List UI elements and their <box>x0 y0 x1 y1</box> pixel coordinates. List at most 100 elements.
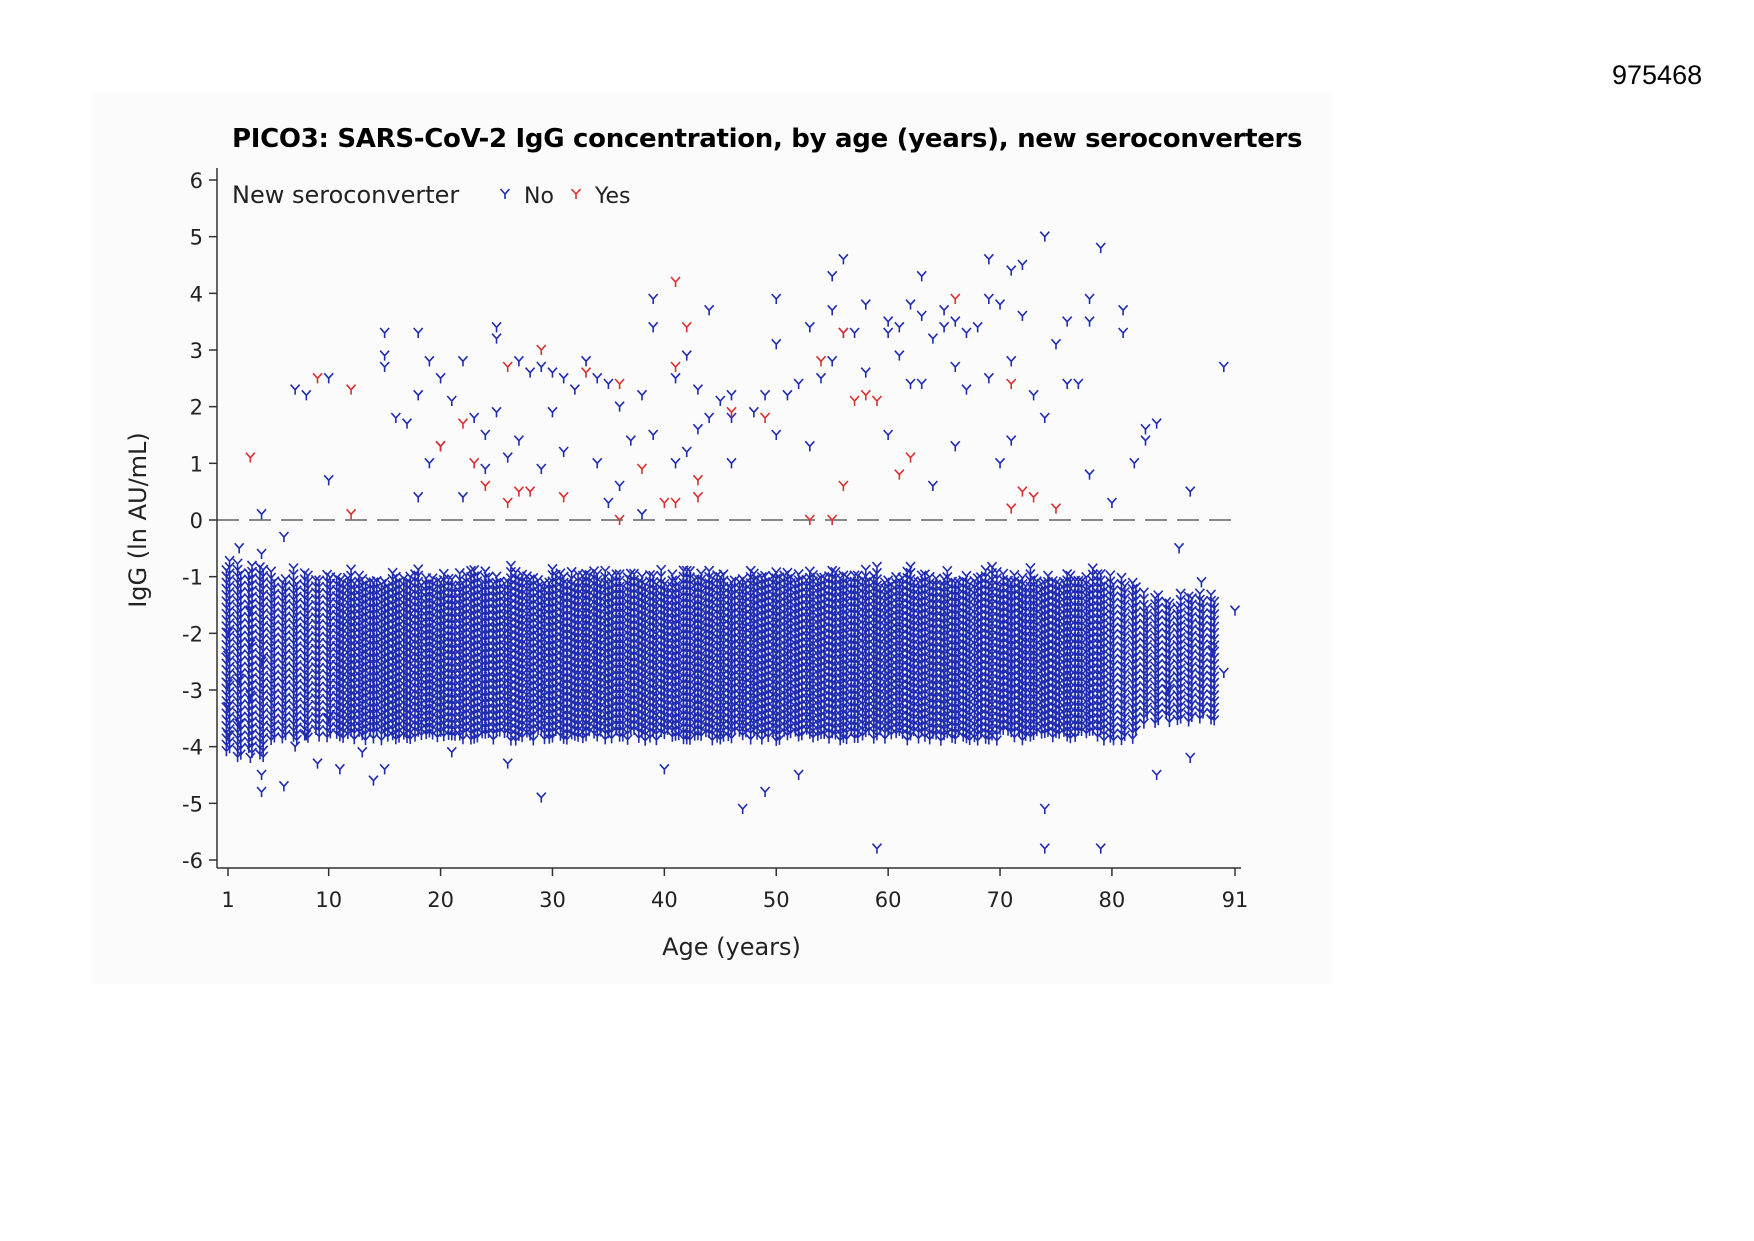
data-point-no <box>224 717 235 729</box>
data-point-no <box>349 733 360 745</box>
data-point-no <box>269 632 280 643</box>
data-point-no <box>269 638 280 650</box>
data-point-no <box>258 564 269 576</box>
data-point-no <box>360 734 371 746</box>
data-point-no <box>291 659 302 671</box>
data-point-no <box>280 636 291 647</box>
data-point-no <box>393 700 405 712</box>
data-point-no <box>302 582 314 594</box>
data-point-no <box>371 575 382 587</box>
data-point-no <box>393 613 405 625</box>
page-number: 975468 <box>1612 60 1703 90</box>
data-point-no <box>291 709 302 721</box>
data-point-no <box>235 636 246 648</box>
data-point-no <box>235 718 246 729</box>
data-point-no <box>258 583 269 594</box>
data-point-no <box>258 626 269 638</box>
data-point-no <box>246 560 258 571</box>
data-point-no <box>269 582 280 593</box>
data-point-no <box>246 734 258 746</box>
data-point-no <box>371 625 382 637</box>
data-point-no <box>314 718 325 730</box>
data-point-no <box>376 734 387 746</box>
data-point-no <box>235 580 246 592</box>
data-point-no <box>371 700 382 711</box>
data-point-no <box>345 564 357 575</box>
data-point-no <box>280 692 291 703</box>
data-point-no <box>258 639 269 650</box>
data-point-no <box>371 613 382 624</box>
data-point-no <box>393 594 405 606</box>
data-point-no <box>269 576 280 587</box>
data-point-no <box>280 729 291 741</box>
data-point-no <box>258 570 269 582</box>
data-point-no <box>258 576 269 588</box>
data-point-no <box>258 595 269 607</box>
data-point-no <box>235 568 246 579</box>
data-point-no <box>280 648 291 660</box>
data-point-no <box>280 661 291 672</box>
data-point-no <box>371 687 382 699</box>
data-point-no <box>291 672 302 683</box>
data-point-no <box>302 676 314 687</box>
data-point-no <box>302 595 314 606</box>
data-point-no <box>393 644 405 656</box>
data-point-no <box>224 586 235 598</box>
data-point-no <box>258 664 269 675</box>
data-point-no <box>224 611 235 623</box>
data-point-no <box>393 576 405 587</box>
data-point-no <box>280 679 291 691</box>
data-point-no <box>302 701 314 712</box>
data-point-no <box>258 726 269 738</box>
data-point-no <box>371 681 382 693</box>
data-point-no <box>314 593 325 605</box>
data-point-no <box>314 712 325 723</box>
data-point-no <box>280 629 291 641</box>
data-point-no <box>393 657 405 668</box>
data-point-no <box>246 591 258 603</box>
data-point-no <box>371 588 382 599</box>
data-point-no <box>269 588 280 600</box>
data-point-no <box>224 580 235 592</box>
data-point-no <box>302 638 314 650</box>
data-point-no <box>246 628 258 640</box>
data-point-no <box>269 713 280 724</box>
data-point-no <box>258 608 269 619</box>
data-point-no <box>224 636 235 648</box>
data-point-no <box>246 722 258 733</box>
data-point-no <box>291 716 302 727</box>
data-point-no <box>269 601 280 612</box>
data-point-no <box>269 725 280 737</box>
chart-title: PICO3: SARS-CoV-2 IgG concentration, by … <box>232 124 1303 154</box>
data-point-no <box>314 650 325 661</box>
data-point-no <box>258 732 269 744</box>
data-point-no <box>258 614 269 625</box>
data-point-no <box>269 650 280 662</box>
data-point-no <box>235 630 246 642</box>
data-point-no <box>371 719 382 730</box>
data-point-no <box>224 692 235 704</box>
data-point-no <box>246 716 258 727</box>
data-point-no <box>280 667 291 678</box>
data-point-no <box>280 598 291 610</box>
data-point-no <box>371 650 382 662</box>
data-point-no <box>246 572 258 584</box>
data-point-no <box>258 620 269 632</box>
data-point-no <box>393 732 405 743</box>
data-point-no <box>258 751 269 763</box>
data-point-no <box>258 707 269 719</box>
data-point-no <box>393 651 405 662</box>
data-point-no <box>302 657 314 669</box>
data-point-no <box>291 641 302 652</box>
data-point-no <box>302 607 314 619</box>
data-point-no <box>302 632 314 644</box>
data-point-no <box>224 655 235 666</box>
data-point-no <box>393 682 405 693</box>
data-point-no <box>246 728 258 740</box>
data-point-no <box>258 739 269 750</box>
data-point-no <box>302 663 314 675</box>
data-point-no <box>393 707 405 718</box>
data-point-no <box>280 586 291 597</box>
data-point-no <box>235 736 246 748</box>
